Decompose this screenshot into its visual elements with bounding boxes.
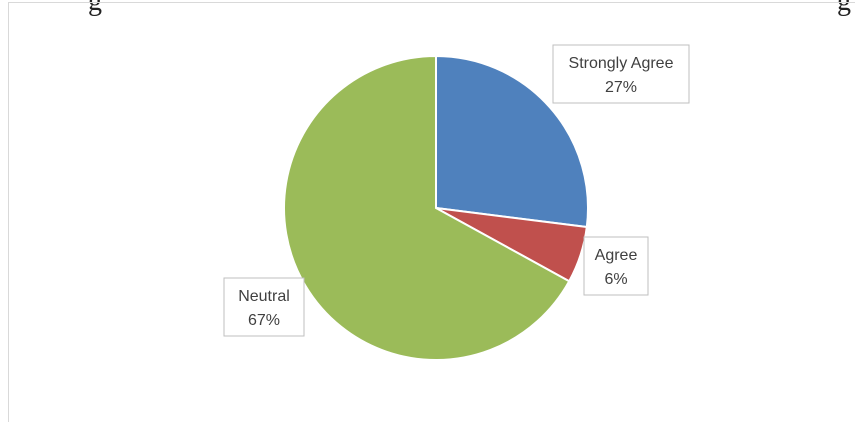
clipped-heading-right: g bbox=[837, 0, 851, 17]
label-box-agree bbox=[583, 236, 649, 296]
label-agree: Agree 6% bbox=[583, 236, 649, 296]
pie-slice-neutral bbox=[283, 54, 571, 361]
label-box-strongly-agree bbox=[552, 44, 690, 104]
pie-slices bbox=[283, 54, 589, 361]
clipped-heading-line: g g bbox=[0, 0, 855, 22]
slice-value-strongly-agree: 27% bbox=[605, 79, 637, 96]
slice-name-agree: Agree bbox=[595, 247, 638, 264]
chart-frame bbox=[8, 2, 855, 422]
slice-value-agree: 6% bbox=[604, 271, 627, 288]
slice-name-strongly-agree: Strongly Agree bbox=[569, 55, 674, 72]
pie-chart: Strongly Agree 27% Agree 6% Neutral 67% bbox=[223, 44, 690, 361]
slice-name-neutral: Neutral bbox=[238, 288, 290, 305]
pie-slice-strongly-agree bbox=[435, 54, 589, 229]
pie-labels: Strongly Agree 27% Agree 6% Neutral 67% bbox=[223, 44, 690, 337]
clipped-heading-left: g bbox=[88, 0, 102, 17]
slice-value-neutral: 67% bbox=[248, 312, 280, 329]
label-box-neutral bbox=[223, 277, 305, 337]
label-strongly-agree: Strongly Agree 27% bbox=[552, 44, 690, 104]
label-neutral: Neutral 67% bbox=[223, 277, 305, 337]
